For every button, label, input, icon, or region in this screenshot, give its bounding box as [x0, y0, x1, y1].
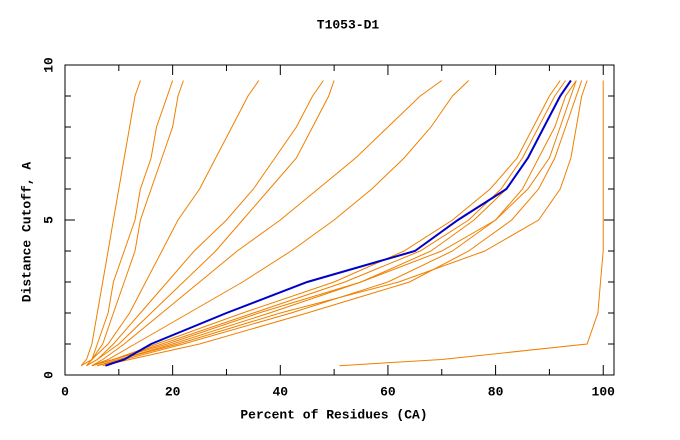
x-tick-label: 20: [165, 384, 181, 399]
plot-frame: [64, 64, 615, 376]
x-tick-label: 80: [488, 384, 504, 399]
gdt-curve: [97, 80, 588, 367]
y-tick-label: 0: [41, 371, 56, 379]
gdt-curve: [91, 80, 577, 367]
x-tick-label: 40: [272, 384, 288, 399]
x-tick-label: 60: [380, 384, 396, 399]
gdt-curve: [339, 80, 604, 367]
x-axis-label: Percent of Residues (CA): [240, 407, 427, 422]
y-axis-label: Distance Cutoff, A: [19, 162, 34, 303]
gdt-curve: [91, 80, 443, 367]
gdt-curve: [80, 80, 141, 367]
gdt-curve: [91, 80, 567, 367]
gdt-curve: [105, 79, 572, 367]
gdt-curve: [80, 80, 184, 367]
chart-title: T1053-D1: [317, 17, 380, 32]
gdt-curve: [91, 80, 470, 367]
gdt-curve: [86, 80, 260, 367]
gdt-curve: [97, 80, 577, 367]
y-tick-label: 5: [41, 216, 56, 224]
gdt-curve: [86, 80, 335, 367]
gdt-curve: [97, 80, 572, 367]
gdt-curve: [86, 80, 324, 367]
gdt-curve: [91, 80, 561, 367]
x-tick-label: 0: [61, 384, 69, 399]
gdt-curve: [86, 80, 174, 367]
x-tick-label: 100: [592, 384, 616, 399]
y-tick-label: 10: [41, 57, 56, 73]
gdt-curve: [102, 80, 583, 367]
